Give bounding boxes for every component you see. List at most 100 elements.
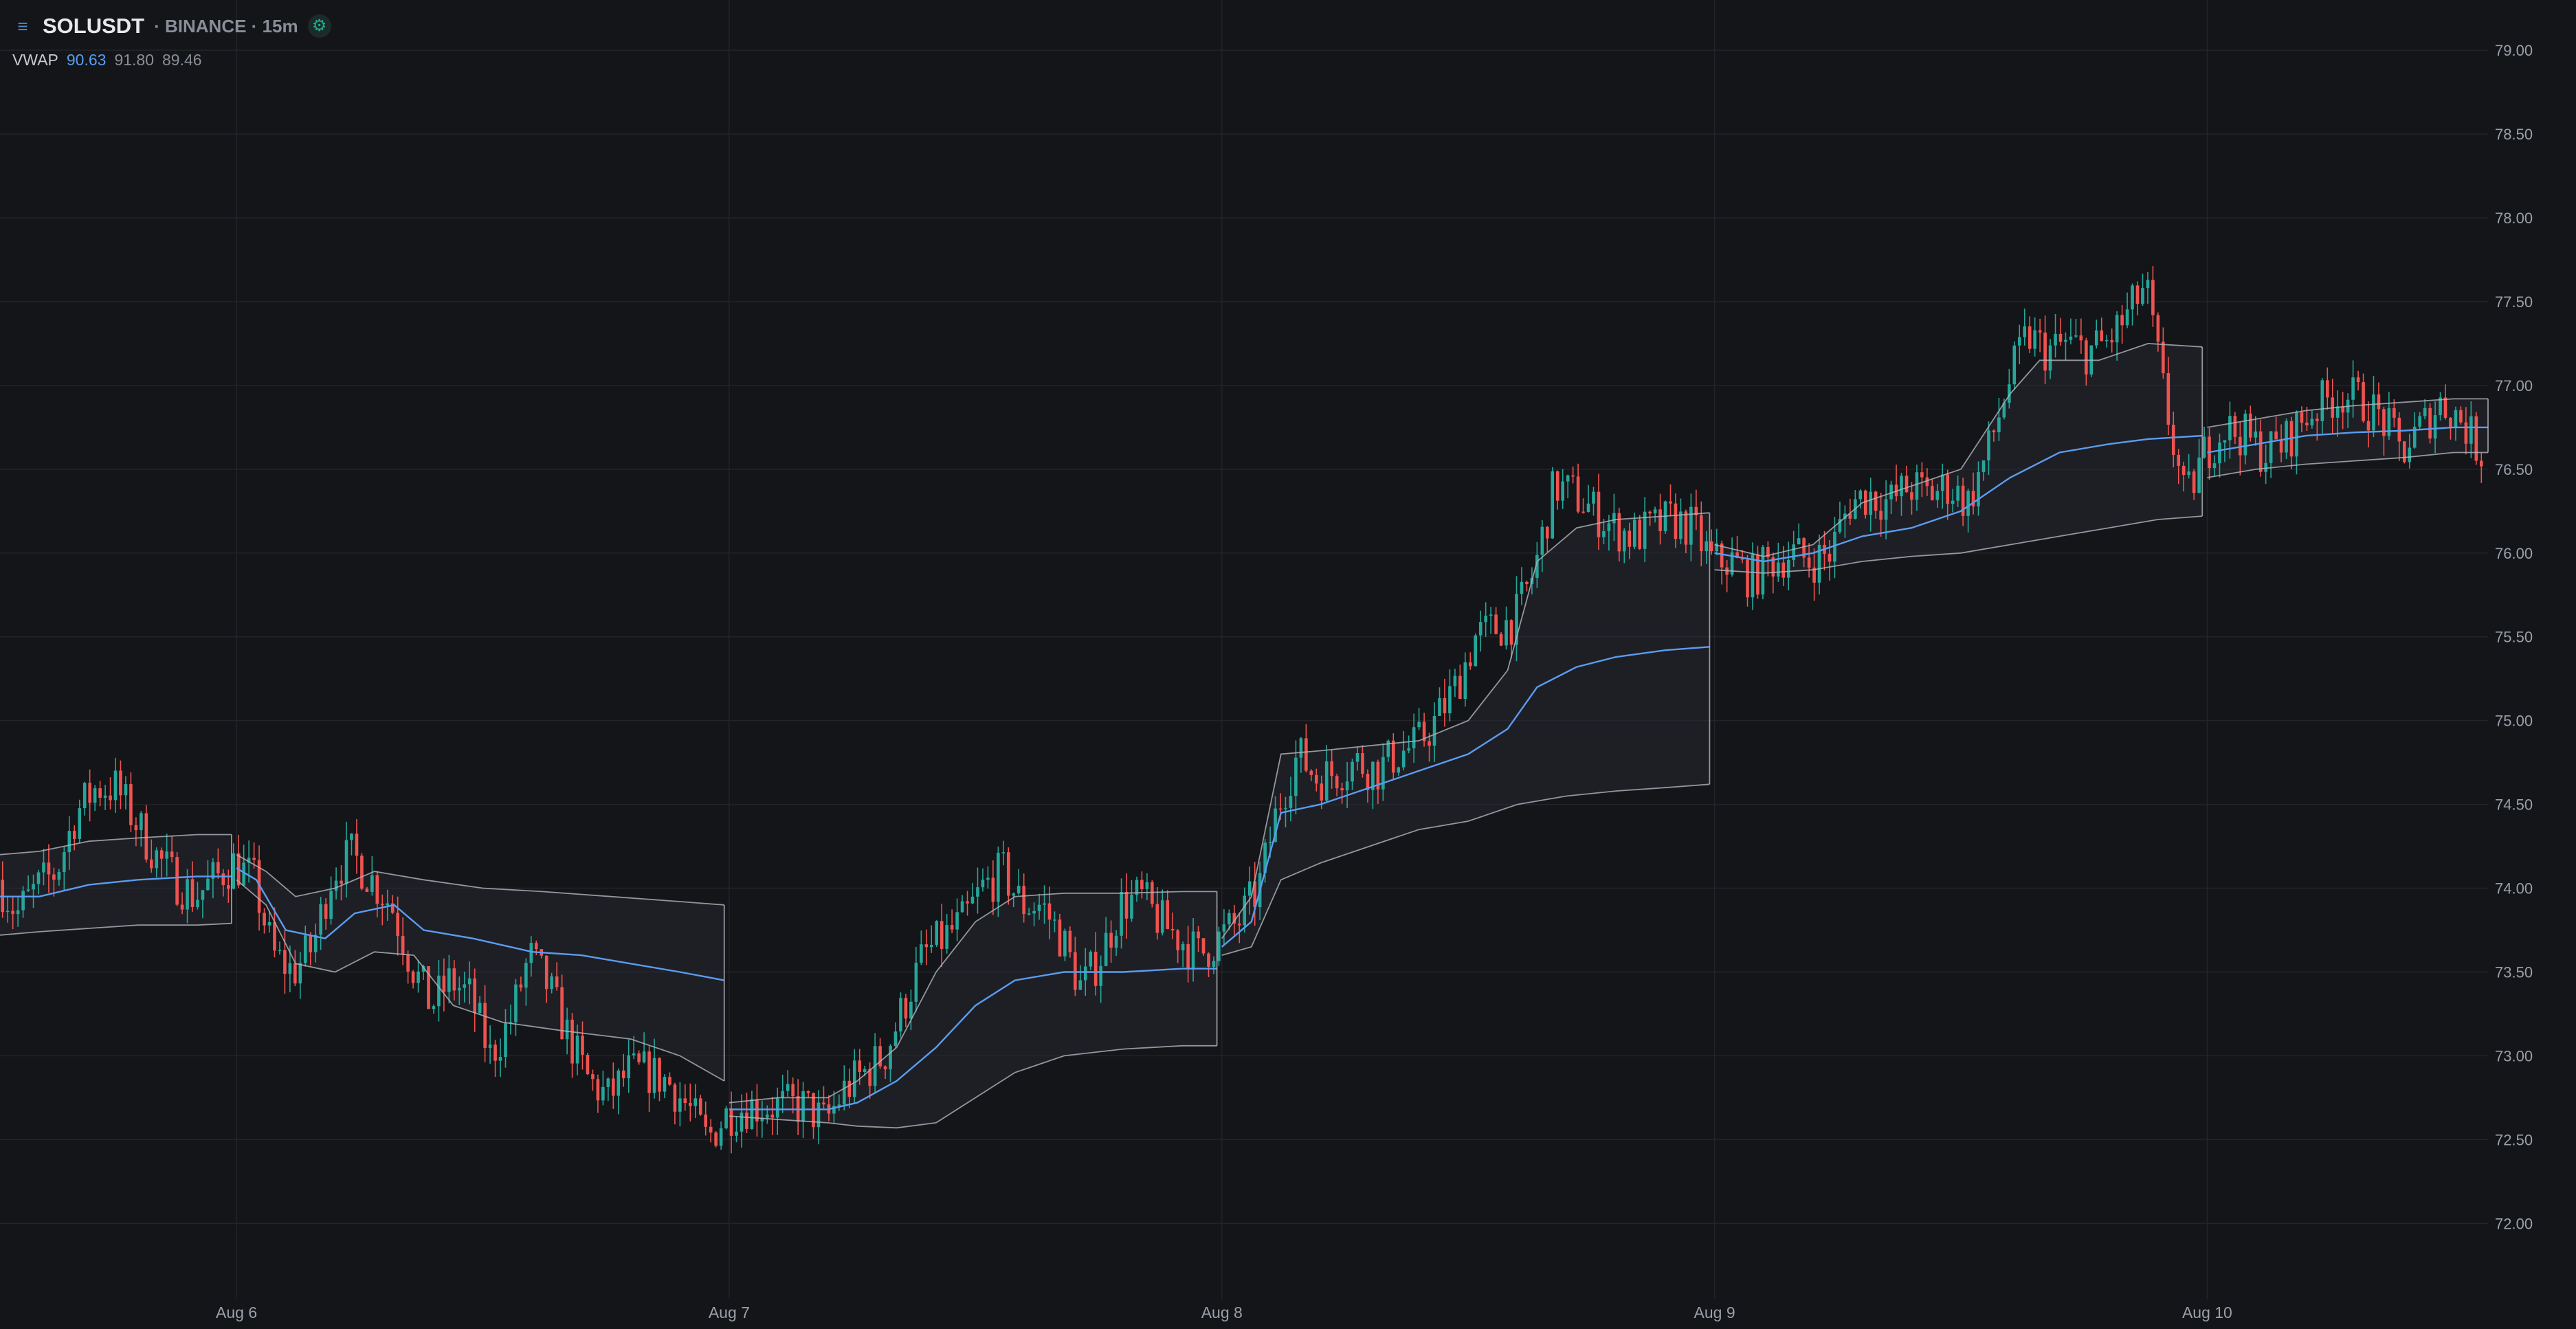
price-axis[interactable]: 72.00 72.50 73.00 73.50 74.00 74.50 75.00 75.50… [2495,42,2533,1232]
vwap-band-area [729,891,1217,1128]
candle-body [1058,919,1062,957]
candle-body [1689,506,1693,545]
candle-body [1920,472,1924,478]
candle-body [1186,943,1190,968]
candle-body [452,968,456,991]
candle-body [2166,373,2170,425]
candle-body [1237,923,1241,926]
candle-body [550,976,554,990]
candle-body [2054,333,2057,346]
price-tick-label: 73.50 [2495,963,2533,981]
candle-body [1863,490,1867,515]
candle-body [2156,315,2160,342]
indicator-legend[interactable]: VWAP 90.63 91.80 89.46 [12,48,202,71]
candle-body [1551,471,1555,539]
price-tick-label: 76.50 [2495,461,2533,478]
candle-body [1468,662,1472,667]
candle-body [1766,546,1770,558]
candle-body [1684,511,1688,545]
candle-body [693,1098,698,1106]
candle-body [1607,523,1611,531]
candle-body [1674,503,1678,539]
candle-body [411,971,415,983]
candle-body [1797,538,1801,545]
grid [0,0,2488,1299]
candle-body [1900,476,1903,497]
candle-body [683,1098,687,1104]
candle-body [1222,924,1226,932]
candle-body [637,1053,641,1062]
candle-body [2131,285,2134,310]
candle-body [2120,315,2124,326]
candle-body [2254,431,2258,438]
candle-body [2279,439,2283,453]
vwap-upper-band [729,891,1217,1104]
candle-body [375,875,379,904]
candle-body [2274,431,2278,440]
candle-body [1525,581,1529,584]
candle-body [766,1114,769,1118]
candle-body [1355,753,1359,762]
price-tick-label: 78.00 [2495,210,2533,227]
candle-body [2146,280,2150,289]
candle-body [267,922,271,926]
candle-body [1545,526,1549,539]
time-axis[interactable]: Aug 6 Aug 7 Aug 8 Aug 9 Aug 10 [216,1304,2232,1321]
candle-body [1330,761,1334,777]
candle-body [380,904,384,906]
indicator-value-lower: 89.46 [162,51,202,69]
candle-body [1694,506,1698,515]
vwap-lower-band [236,879,725,1082]
candle-body [113,770,118,801]
candle-body [2408,447,2412,462]
candle-body [390,903,395,913]
candle-body [211,862,215,879]
symbol-name[interactable]: SOLUSDT [43,14,145,38]
candle-body [1376,761,1380,790]
candle-body [1314,774,1318,784]
candle-body [719,1128,723,1146]
vwap-line [236,867,724,981]
candle-body [1135,880,1139,895]
candle-body [2372,394,2375,431]
candle-body [2105,339,2109,342]
candle-body [1735,552,1739,559]
candle-body [970,896,975,904]
candle-body [298,963,302,984]
candle-body [1181,943,1185,950]
candle-body [1263,842,1267,873]
candle-body [263,913,266,926]
candle-body [119,770,122,796]
candle-body [2356,377,2360,383]
candle-body [309,935,313,952]
candle-body [478,1003,482,1013]
hamburger-menu-icon[interactable]: ≡ [17,16,28,36]
candle-body [1412,727,1416,748]
candle-body [1401,750,1406,768]
candle-body [1001,852,1006,853]
candle-body [1699,515,1703,552]
candle-body [2115,315,2119,343]
candle-body [1776,562,1780,577]
candle-body [1417,722,1421,728]
price-tick-label: 75.50 [2495,629,2533,646]
vwap-line [729,968,1217,1110]
price-tick-label: 74.50 [2495,796,2533,814]
date-tick-label: Aug 8 [1201,1304,1243,1321]
candle-body [1576,476,1580,512]
candle-body [1170,928,1175,930]
price-tick-label: 72.00 [2495,1215,2533,1232]
candle-body [1197,931,1200,939]
candle-body [909,1001,913,1019]
candle-body [2012,345,2017,385]
candle-body [1140,880,1144,889]
candle-body [1274,808,1277,842]
candle-body [2058,333,2063,342]
candle-body [2258,431,2263,472]
candle-body [1956,485,1959,501]
candle-body [1935,491,1940,500]
candle-body [1802,538,1806,558]
candle-body [175,857,179,905]
